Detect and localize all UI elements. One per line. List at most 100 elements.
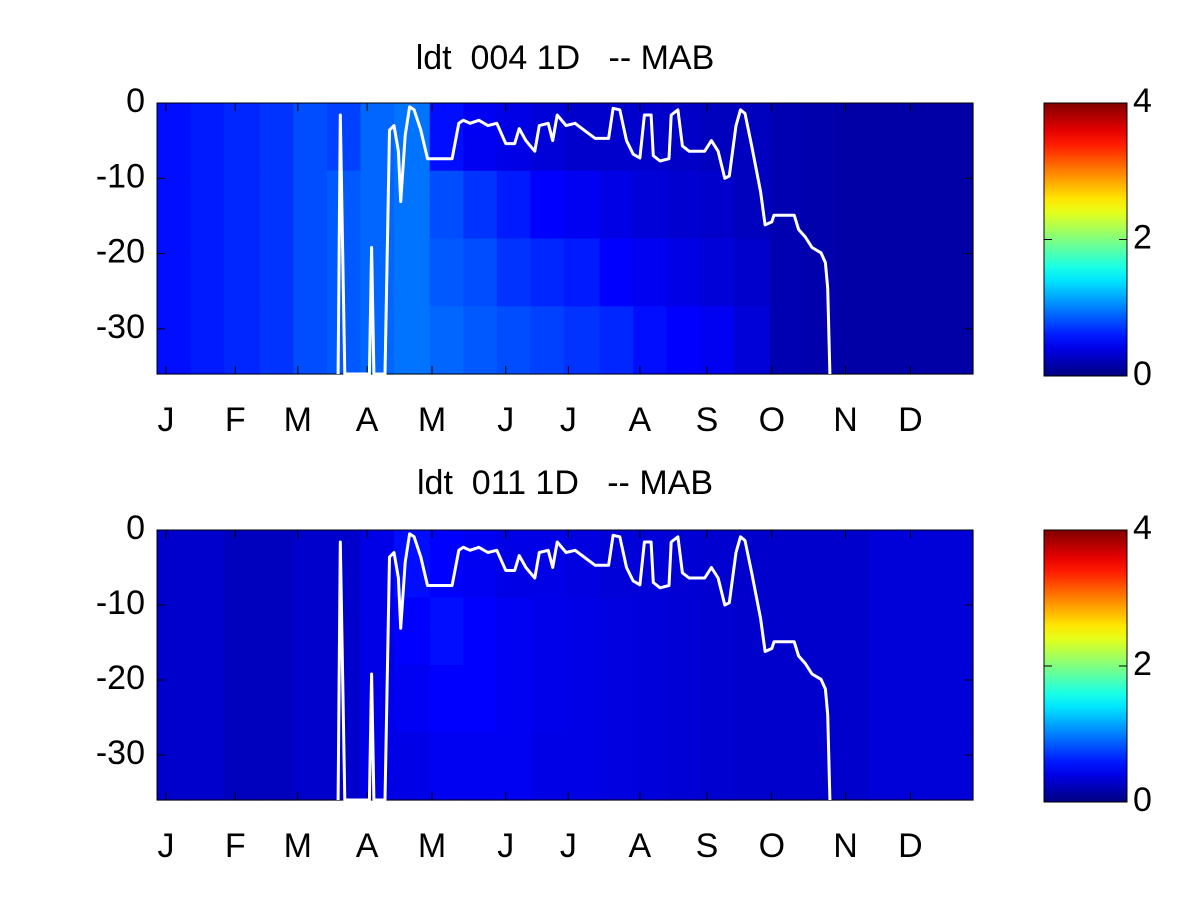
- colorbar-tick-label: 0: [1133, 781, 1152, 819]
- heat-cell: [803, 170, 838, 240]
- heat-cell: [190, 170, 225, 240]
- x-tick-label: O: [759, 401, 785, 439]
- x-tick-label: D: [898, 401, 923, 439]
- heat-cell: [870, 530, 905, 599]
- heat-cell: [224, 732, 261, 801]
- heat-cell: [393, 665, 431, 734]
- heat-cell: [393, 238, 431, 307]
- x-tick-label: F: [225, 401, 246, 439]
- heat-cell: [224, 238, 261, 307]
- heat-cell: [700, 306, 735, 375]
- chart-title: ldt 011 1D -- MAB: [417, 464, 713, 502]
- x-tick-label: M: [284, 401, 312, 439]
- heat-cell: [803, 665, 838, 734]
- heat-cell: [633, 597, 668, 666]
- heat-cell: [769, 732, 804, 801]
- heat-cell: [293, 170, 328, 240]
- heat-cell: [429, 170, 464, 240]
- y-tick-label: -20: [96, 659, 145, 697]
- heat-cell: [733, 732, 771, 801]
- colorbar: [1043, 529, 1128, 803]
- heat-cell: [700, 597, 735, 666]
- heat-cell: [224, 170, 261, 240]
- heat-cell: [870, 170, 905, 240]
- heat-cell: [293, 306, 328, 375]
- colorbar-tick-label: 0: [1133, 355, 1152, 393]
- heat-cell: [326, 597, 362, 666]
- heat-cell: [496, 170, 531, 240]
- x-tick-label: S: [696, 827, 719, 865]
- heat-cell: [870, 597, 905, 666]
- heat-cell: [463, 530, 498, 599]
- heat-cell: [190, 597, 225, 666]
- x-tick-label: D: [898, 827, 923, 865]
- heat-cell: [836, 170, 871, 240]
- heat-cell: [870, 238, 905, 307]
- heat-cell: [803, 530, 838, 599]
- x-tick-label: J: [560, 401, 577, 439]
- heat-cell: [870, 306, 905, 375]
- heat-cell: [733, 306, 771, 375]
- heat-cell: [939, 732, 974, 801]
- x-tick-label: O: [759, 827, 785, 865]
- colorbar: [1043, 102, 1128, 377]
- x-tick-label: S: [696, 401, 719, 439]
- heat-cell: [803, 103, 838, 172]
- heat-cell: [259, 597, 294, 666]
- y-tick-label: -20: [96, 233, 145, 271]
- heat-cell: [903, 665, 941, 734]
- heat-cell: [836, 530, 871, 599]
- heat-cell: [259, 665, 294, 734]
- x-tick-label: F: [225, 827, 246, 865]
- heat-cell: [700, 170, 735, 240]
- heat-cell: [599, 597, 634, 666]
- heat-cell: [360, 306, 395, 375]
- heat-cell: [429, 530, 464, 599]
- heat-cell: [326, 170, 362, 240]
- heat-cell: [599, 732, 634, 801]
- heat-cell: [496, 597, 531, 666]
- x-tick-label: A: [629, 827, 652, 865]
- y-tick-label: -30: [96, 308, 145, 346]
- x-tick-label: J: [157, 827, 174, 865]
- heat-cell: [326, 530, 362, 599]
- heat-cell: [700, 665, 735, 734]
- x-tick-label: J: [497, 827, 514, 865]
- heat-cell: [463, 665, 498, 734]
- heat-cell: [326, 103, 362, 172]
- heat-cell: [429, 103, 464, 172]
- heat-cell: [293, 238, 328, 307]
- heat-cell: [530, 597, 565, 666]
- x-tick-label: N: [833, 827, 858, 865]
- heat-cell: [633, 665, 668, 734]
- heat-cell: [803, 732, 838, 801]
- heat-cell: [870, 103, 905, 172]
- heat-cell: [429, 732, 464, 801]
- heat-cell: [429, 238, 464, 307]
- heat-cell: [463, 597, 498, 666]
- heat-cell: [157, 238, 192, 307]
- heat-cell: [903, 306, 941, 375]
- heat-cell: [903, 530, 941, 599]
- chart-title: ldt 004 1D -- MAB: [416, 39, 715, 77]
- heat-cell: [903, 732, 941, 801]
- heat-cell: [530, 238, 565, 307]
- heat-cell: [190, 238, 225, 307]
- heat-cell: [769, 306, 804, 375]
- heat-cell: [530, 530, 565, 599]
- heat-cell: [903, 170, 941, 240]
- heat-cell: [360, 665, 395, 734]
- heat-cell: [836, 597, 871, 666]
- heat-cell: [463, 170, 498, 240]
- heat-cell: [666, 170, 701, 240]
- heat-cell: [429, 597, 464, 666]
- heat-cell: [939, 597, 974, 666]
- heat-cell: [599, 665, 634, 734]
- x-tick-label: A: [356, 827, 379, 865]
- heat-cell: [769, 665, 804, 734]
- heat-cell: [496, 732, 531, 801]
- heat-cell: [733, 665, 771, 734]
- heat-cell: [939, 238, 974, 307]
- heat-cell: [733, 170, 771, 240]
